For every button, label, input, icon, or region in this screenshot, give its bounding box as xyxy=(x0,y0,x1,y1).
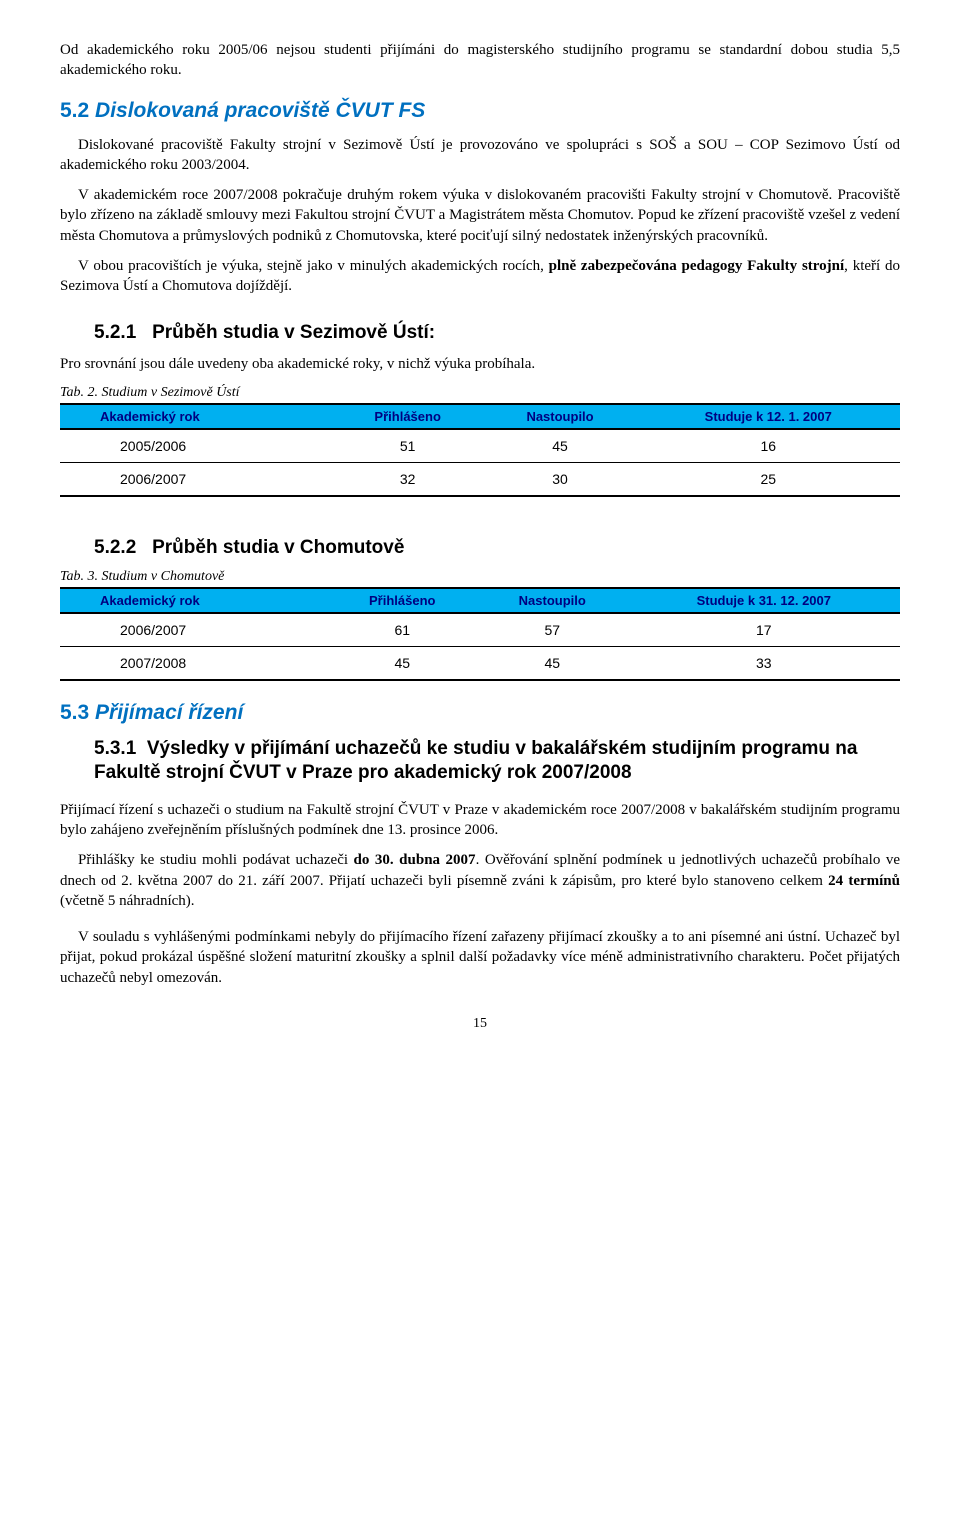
table-2-caption: Tab. 2. Studium v Sezimově Ústí xyxy=(60,385,900,401)
heading-5-3-num: 5.3 xyxy=(60,701,89,724)
paragraph-521: Pro srovnání jsou dále uvedeny oba akade… xyxy=(60,354,900,374)
para7-a: Přihlášky ke studiu mohli podávat uchaze… xyxy=(78,852,354,868)
table-chomutov: Akademický rok Přihlášeno Nastoupilo Stu… xyxy=(60,587,900,681)
table-row: 2006/2007 61 57 17 xyxy=(60,613,900,647)
table-cell: 17 xyxy=(628,613,900,647)
table-cell: 2006/2007 xyxy=(60,613,328,647)
table-header-row: Akademický rok Přihlášeno Nastoupilo Stu… xyxy=(60,588,900,613)
table-cell: 2006/2007 xyxy=(60,462,332,496)
heading-5-2-2-text: Průběh studia v Chomutově xyxy=(152,537,404,558)
heading-5-3-text: Přijímací řízení xyxy=(95,701,243,724)
heading-5-2-text: Dislokovaná pracoviště ČVUT FS xyxy=(95,99,425,122)
table-header: Akademický rok xyxy=(60,588,328,613)
table-cell: 32 xyxy=(332,462,484,496)
para4-b: plně zabezpečována pedagogy Fakulty stro… xyxy=(549,258,845,274)
paragraph-5-2-b: V akademickém roce 2007/2008 pokračuje d… xyxy=(60,185,900,246)
table-cell: 57 xyxy=(477,613,628,647)
paragraph-5-2-c: V obou pracovištích je výuka, stejně jak… xyxy=(60,256,900,297)
heading-5-2-1-num: 5.2.1 xyxy=(94,322,136,343)
table-header: Přihlášeno xyxy=(332,404,484,429)
paragraph-intro: Od akademického roku 2005/06 nejsou stud… xyxy=(60,40,900,81)
heading-5-2-2: 5.2.2 Průběh studia v Chomutově xyxy=(60,537,900,559)
paragraph-531-a: Přijímací řízení s uchazeči o studium na… xyxy=(60,800,900,841)
table-cell: 51 xyxy=(332,429,484,463)
page-number: 15 xyxy=(60,1016,900,1032)
para7-e: (včetně 5 náhradních). xyxy=(60,893,195,909)
table-row: 2007/2008 45 45 33 xyxy=(60,646,900,680)
table-cell: 61 xyxy=(328,613,477,647)
table-header-row: Akademický rok Přihlášeno Nastoupilo Stu… xyxy=(60,404,900,429)
heading-5-3: 5.3 Přijímací řízení xyxy=(60,701,900,725)
para7-d: 24 termínů xyxy=(828,873,900,889)
paragraph-5-2-a: Dislokované pracoviště Fakulty strojní v… xyxy=(60,135,900,176)
heading-5-2-1-text: Průběh studia v Sezimově Ústí: xyxy=(152,322,435,343)
table-header: Studuje k 12. 1. 2007 xyxy=(637,404,900,429)
heading-5-3-1-num: 5.3.1 xyxy=(94,738,136,759)
table-cell: 2007/2008 xyxy=(60,646,328,680)
table-cell: 33 xyxy=(628,646,900,680)
para4-a: V obou pracovištích je výuka, stejně jak… xyxy=(78,258,549,274)
table-cell: 45 xyxy=(477,646,628,680)
table-header: Akademický rok xyxy=(60,404,332,429)
para7-b: do 30. dubna 2007 xyxy=(354,852,476,868)
heading-5-2: 5.2 Dislokovaná pracoviště ČVUT FS xyxy=(60,99,900,123)
table-cell: 2005/2006 xyxy=(60,429,332,463)
table-header: Přihlášeno xyxy=(328,588,477,613)
heading-5-2-1: 5.2.1 Průběh studia v Sezimově Ústí: xyxy=(60,322,900,344)
table-cell: 45 xyxy=(328,646,477,680)
table-header: Nastoupilo xyxy=(484,404,637,429)
table-3-caption: Tab. 3. Studium v Chomutově xyxy=(60,569,900,585)
table-cell: 45 xyxy=(484,429,637,463)
table-sezimovo: Akademický rok Přihlášeno Nastoupilo Stu… xyxy=(60,403,900,497)
table-header: Studuje k 31. 12. 2007 xyxy=(628,588,900,613)
heading-5-2-2-num: 5.2.2 xyxy=(94,537,136,558)
table-cell: 30 xyxy=(484,462,637,496)
table-cell: 25 xyxy=(637,462,900,496)
table-row: 2005/2006 51 45 16 xyxy=(60,429,900,463)
table-row: 2006/2007 32 30 25 xyxy=(60,462,900,496)
table-cell: 16 xyxy=(637,429,900,463)
heading-5-2-num: 5.2 xyxy=(60,99,89,122)
paragraph-531-b: Přihlášky ke studiu mohli podávat uchaze… xyxy=(60,850,900,911)
heading-5-3-1: 5.3.1 Výsledky v přijímání uchazečů ke s… xyxy=(60,737,900,786)
paragraph-531-c: V souladu s vyhlášenými podmínkami nebyl… xyxy=(60,927,900,988)
table-header: Nastoupilo xyxy=(477,588,628,613)
heading-5-3-1-text: Výsledky v přijímání uchazečů ke studiu … xyxy=(94,738,857,784)
